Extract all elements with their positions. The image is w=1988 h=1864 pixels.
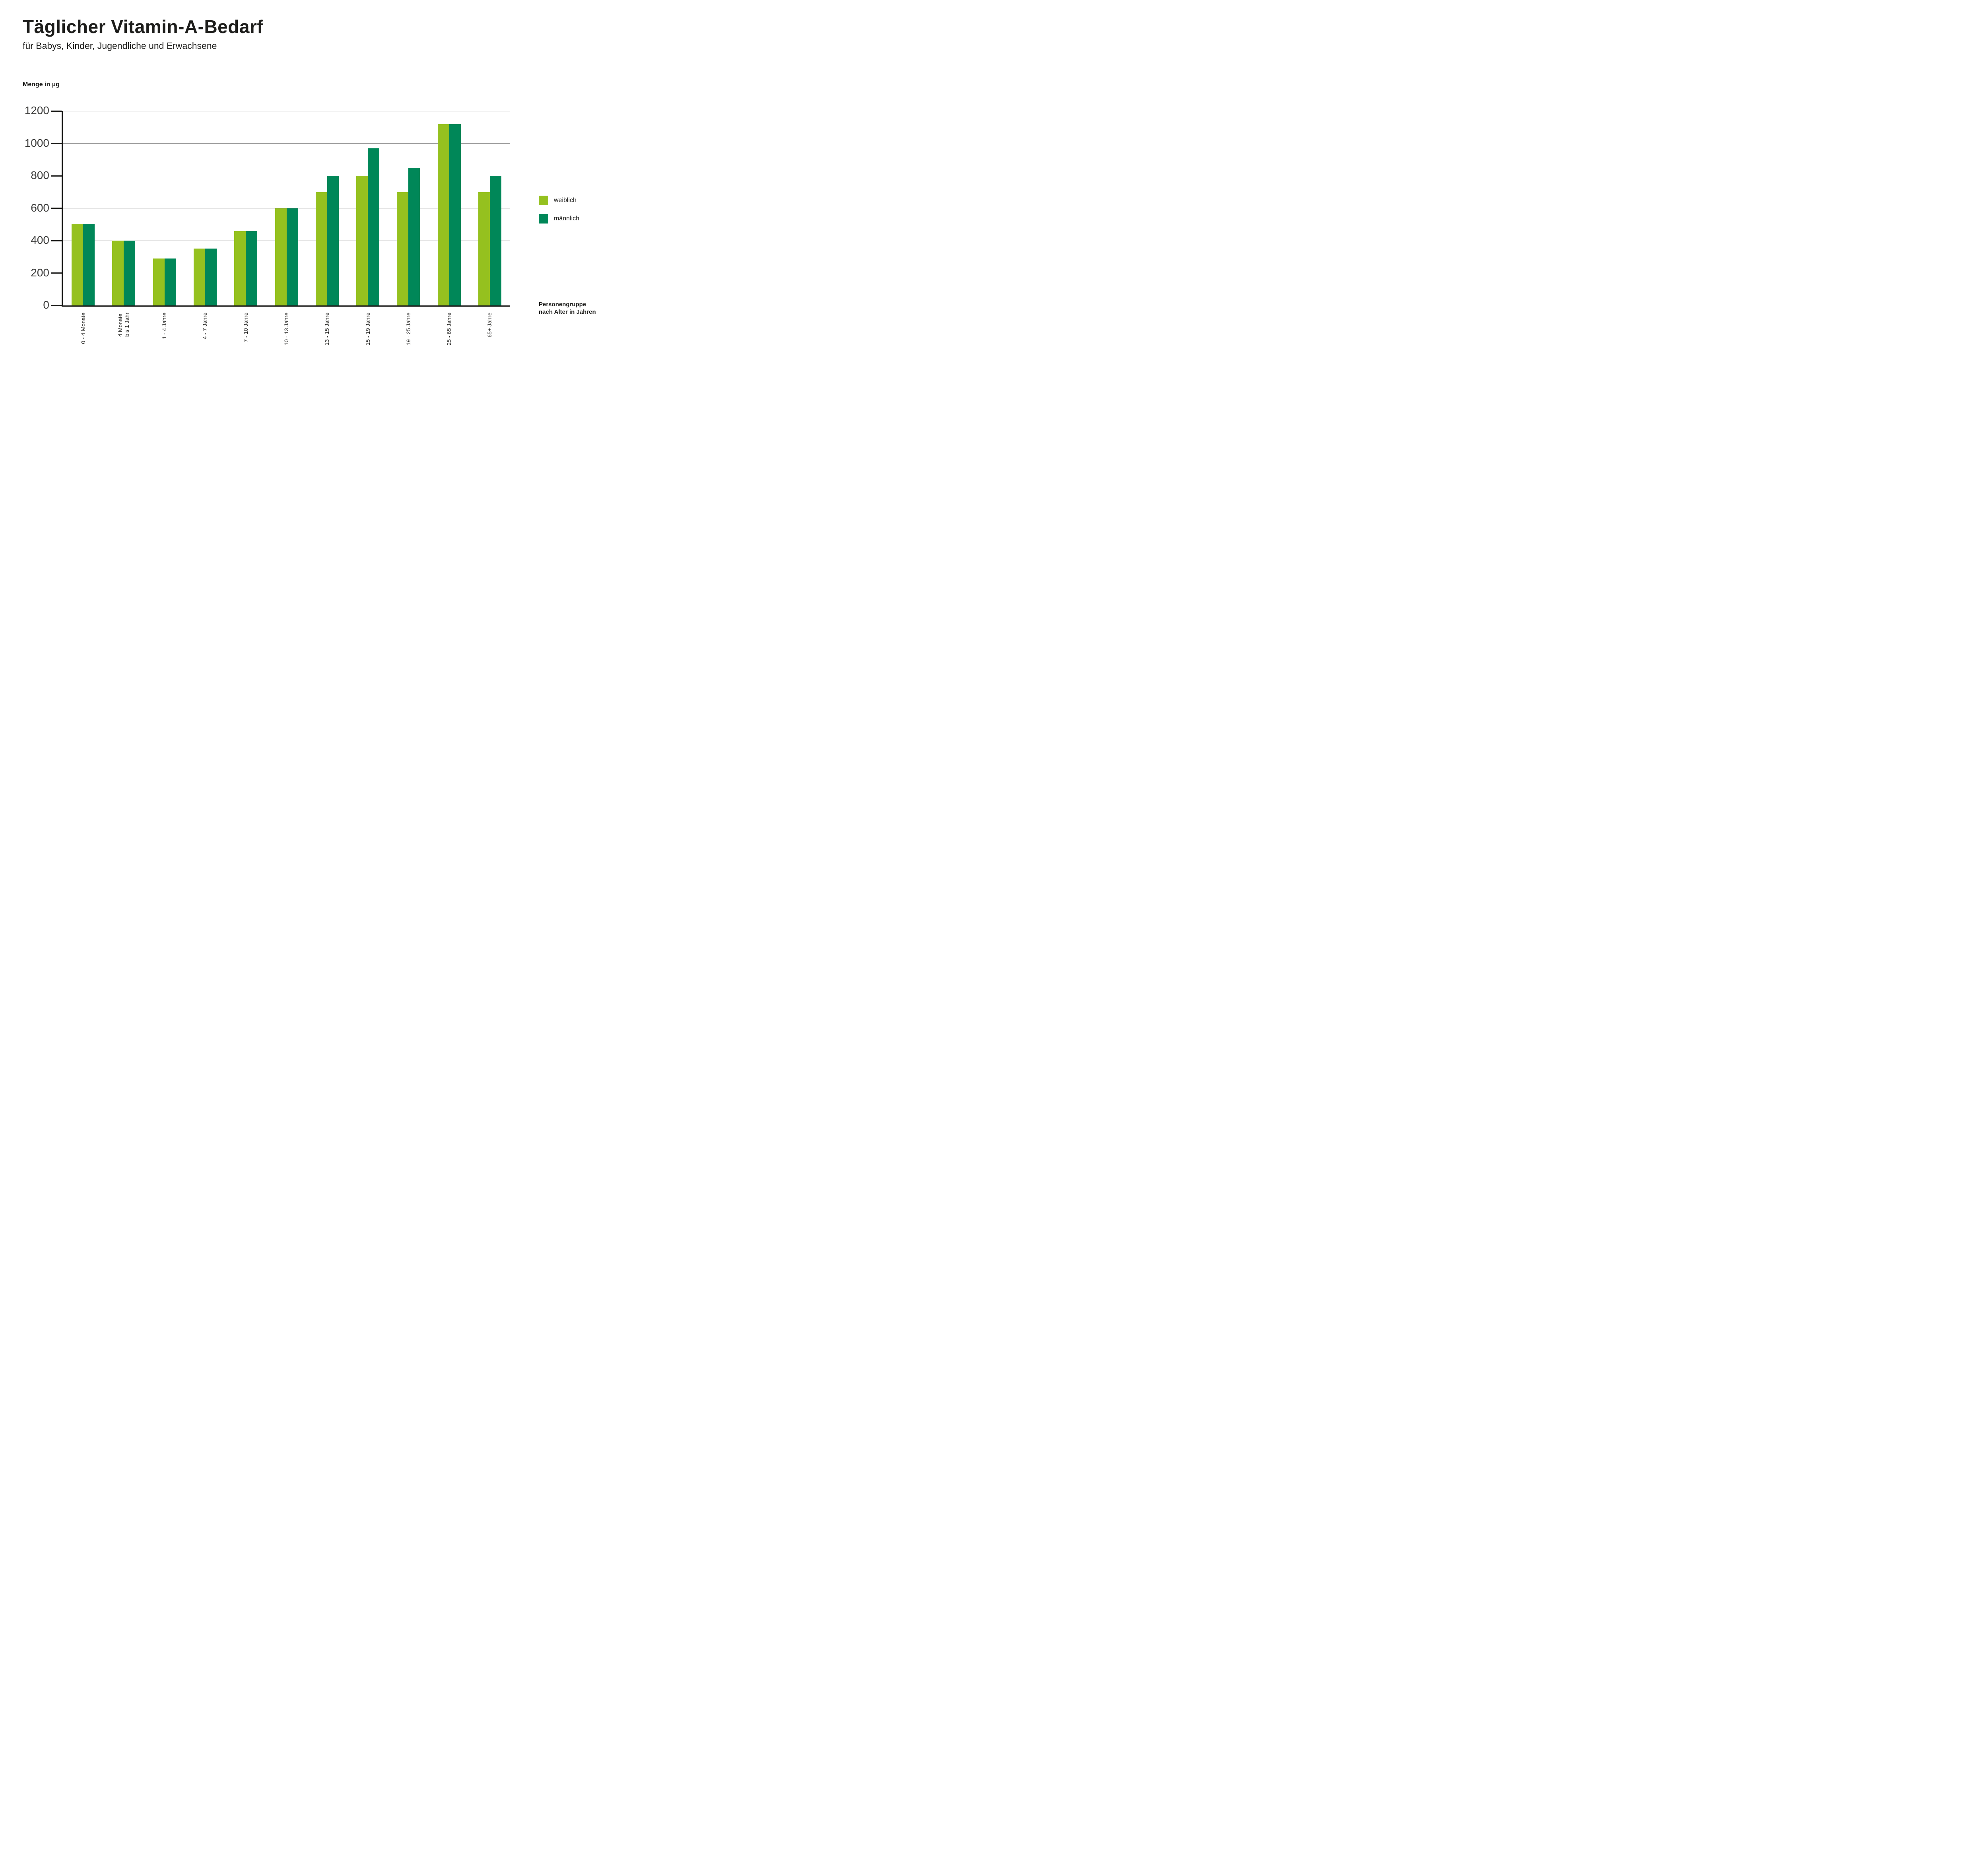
bar-männlich-6 [286, 208, 298, 305]
legend-item-männlich: männlich [539, 214, 579, 224]
infographic-canvas: Täglicher Vitamin-A-Bedarf für Babys, Ki… [0, 0, 612, 373]
x-category-anchor-9: 19 - 25 Jahre [405, 313, 438, 346]
y-tick-label-200: 200 [31, 266, 49, 279]
bar-männlich-9 [408, 167, 420, 305]
bar-männlich-7 [327, 176, 339, 305]
x-category-anchor-7: 13 - 15 Jahre [324, 313, 357, 346]
x-category-label-7: 13 - 15 Jahre [324, 313, 330, 346]
x-category-label-6: 10 - 13 Jahre [283, 313, 289, 346]
x-category-anchor-10: 25 - 65 Jahre [446, 313, 479, 346]
legend-label-weiblich: weiblich [554, 197, 577, 204]
y-axis-unit-label: Menge in µg [23, 81, 60, 88]
plot-area [51, 110, 510, 307]
bar-männlich-3 [164, 258, 176, 305]
bar-männlich-5 [246, 231, 258, 305]
legend-item-weiblich: weiblich [539, 196, 579, 205]
x-category-anchor-1: 0 - 4 Monate [80, 313, 111, 344]
y-tick-600 [51, 208, 62, 209]
bar-männlich-8 [368, 148, 380, 305]
y-tick-label-1000: 1000 [24, 136, 49, 149]
bar-weiblich-1 [72, 224, 83, 305]
x-category-anchor-4: 4 - 7 Jahre [202, 313, 228, 339]
x-category-label-4: 4 - 7 Jahre [202, 313, 208, 339]
bar-weiblich-4 [193, 249, 205, 305]
legend-label-männlich: männlich [554, 215, 580, 222]
legend: weiblich männlich [539, 196, 579, 232]
y-tick-label-400: 400 [31, 234, 49, 246]
bar-weiblich-10 [437, 124, 449, 305]
chart-subtitle: für Babys, Kinder, Jugendliche und Erwac… [23, 41, 217, 51]
x-category-label-1: 0 - 4 Monate [80, 313, 86, 344]
x-category-label-8: 15 - 19 Jahre [364, 313, 371, 346]
x-category-label-2: 4 Monate bis 1 Jahr [117, 313, 130, 337]
bar-männlich-10 [449, 124, 461, 305]
bar-weiblich-6 [275, 208, 287, 305]
y-tick-800 [51, 175, 62, 177]
gridline-1000 [63, 143, 510, 144]
y-tick-label-800: 800 [31, 169, 49, 181]
x-category-label-9: 19 - 25 Jahre [405, 313, 412, 346]
y-tick-400 [51, 240, 62, 241]
legend-swatch-männlich [539, 214, 548, 224]
x-category-label-10: 25 - 65 Jahre [446, 313, 452, 346]
bar-weiblich-3 [153, 258, 165, 305]
x-category-anchor-11: 65+ Jahre [486, 313, 511, 338]
y-tick-label-0: 0 [43, 299, 49, 311]
bar-weiblich-8 [356, 176, 368, 305]
x-category-anchor-6: 10 - 13 Jahre [283, 313, 316, 346]
x-axis-line [62, 305, 510, 307]
y-tick-200 [51, 272, 62, 274]
x-category-label-3: 1 - 4 Jahre [161, 313, 168, 339]
y-tick-0 [51, 305, 62, 306]
x-axis-note: Personengruppe nach Alter in Jahren [539, 301, 596, 315]
chart-title: Täglicher Vitamin-A-Bedarf [23, 16, 264, 37]
bar-männlich-2 [124, 241, 136, 305]
x-category-anchor-5: 7 - 10 Jahre [243, 313, 272, 342]
x-category-label-11: 65+ Jahre [486, 313, 493, 338]
x-category-anchor-2: 4 Monate bis 1 Jahr [117, 313, 141, 337]
y-axis-line [62, 111, 63, 305]
x-category-anchor-8: 15 - 19 Jahre [365, 313, 398, 346]
y-tick-1200 [51, 110, 62, 112]
bar-weiblich-9 [397, 192, 409, 305]
bar-weiblich-2 [112, 241, 124, 305]
y-tick-label-600: 600 [31, 201, 49, 214]
bar-männlich-1 [83, 224, 95, 305]
bar-männlich-4 [205, 249, 217, 305]
bar-männlich-11 [489, 176, 501, 305]
x-category-anchor-3: 1 - 4 Jahre [161, 313, 188, 339]
y-tick-label-1200: 1200 [24, 104, 49, 117]
bar-weiblich-5 [234, 231, 246, 305]
bar-weiblich-7 [315, 192, 327, 305]
legend-swatch-weiblich [539, 196, 548, 205]
y-tick-1000 [51, 143, 62, 144]
bar-weiblich-11 [478, 192, 490, 305]
x-category-label-5: 7 - 10 Jahre [242, 313, 249, 342]
